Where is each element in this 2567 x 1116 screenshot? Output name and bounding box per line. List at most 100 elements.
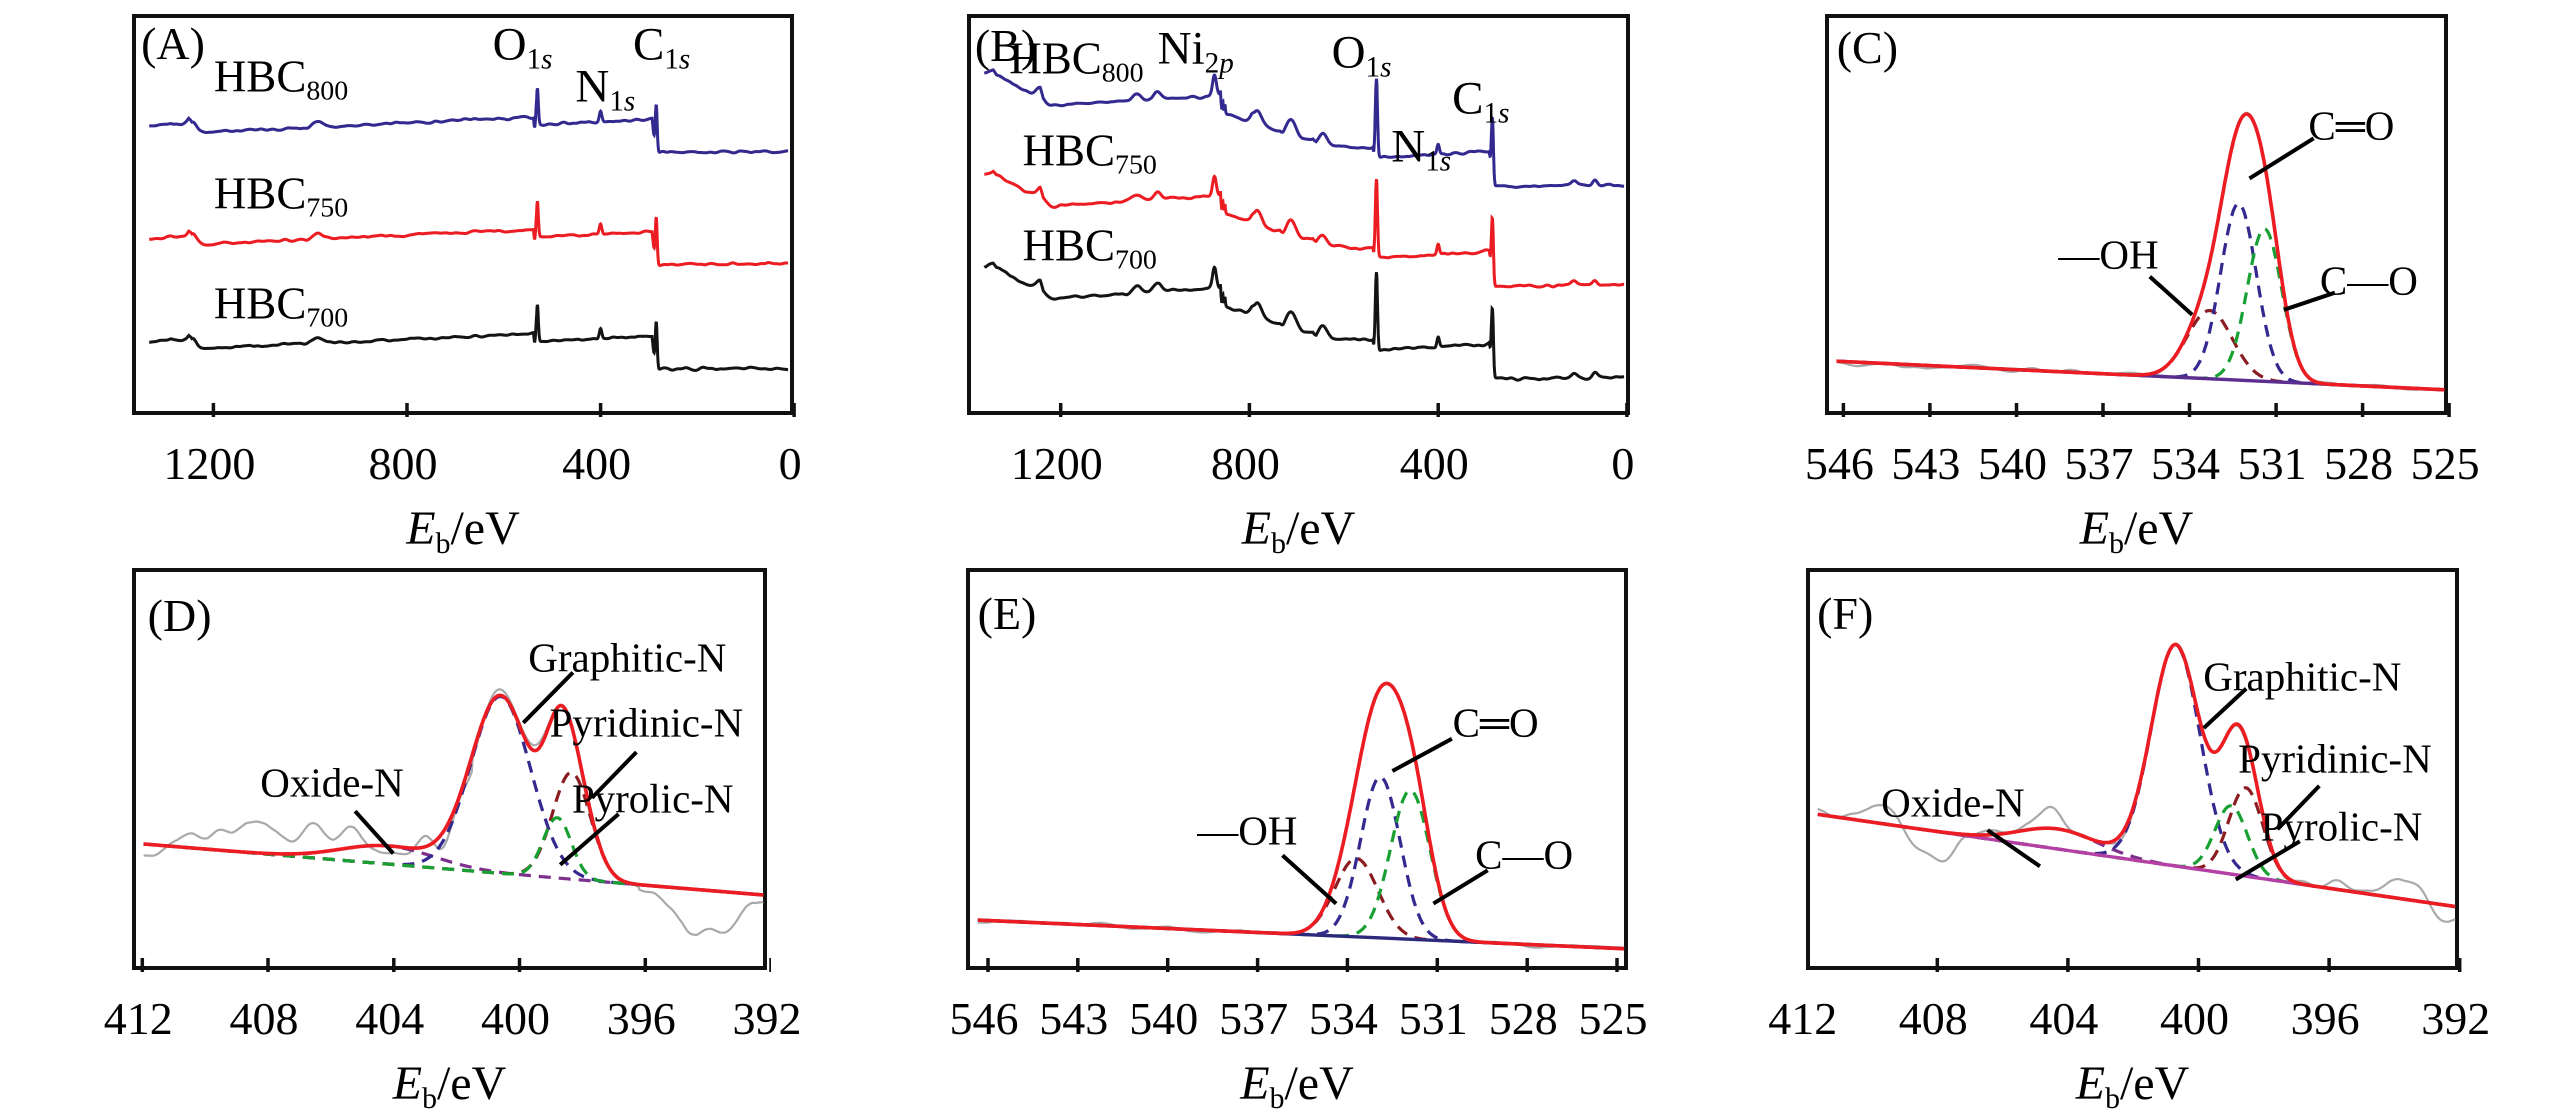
annotation-pointer-line	[558, 812, 620, 867]
envelope-curve	[143, 693, 764, 897]
series-label-hbc800: HBC800	[213, 51, 349, 107]
annotation-pointer-line	[2234, 839, 2301, 882]
series-label-hbc800: HBC800	[1009, 33, 1144, 89]
x-tick-label: 408	[229, 993, 299, 1044]
axis-symbol: E	[2075, 1057, 2106, 1110]
annotation-pointer-line	[521, 671, 575, 725]
x-tick-label: 525	[2410, 438, 2480, 489]
x-tick-label: 1200	[1010, 438, 1103, 489]
peak-label-n1s: N1s	[1391, 120, 1452, 178]
x-axis-title-e: Eb/eV	[966, 1056, 1628, 1116]
x-tick-label: 546	[1804, 438, 1874, 489]
x-tick-label: 0	[778, 438, 802, 489]
spectrum-plot-d	[140, 671, 771, 972]
x-tick-label: 400	[1399, 438, 1469, 489]
axis-unit: /eV	[2123, 502, 2194, 555]
x-tick-label: 543	[1891, 438, 1961, 489]
annotation-pointer-line	[1432, 868, 1489, 906]
annotation-pointer-line	[590, 750, 638, 800]
series-label-hbc700: HBC700	[1022, 219, 1157, 276]
x-tick-label: 392	[2421, 993, 2491, 1044]
x-tick-label: 400	[481, 993, 550, 1044]
annotation-pointer-line	[2283, 290, 2336, 312]
x-axis-title-d: Eb/eV	[132, 1056, 767, 1116]
panel-c: (C) 546 543 540 537 534 531 528 525 Eb/eV C═O —O…	[1805, 14, 2480, 561]
panel-label-e: (E)	[977, 588, 1037, 640]
plot-area-d	[132, 568, 771, 972]
panel-label-a: (A)	[141, 18, 205, 70]
panel-label-c: (C)	[1836, 22, 1899, 74]
spectrum-plot-a	[149, 87, 796, 417]
x-axis-title-a: Eb/eV	[132, 501, 794, 561]
x-tick-label: 408	[1898, 993, 1968, 1044]
envelope-curve	[1836, 112, 2445, 392]
spectrum-plot-f	[1817, 642, 2462, 972]
series-hbc700-trace	[983, 261, 1625, 382]
x-tick-label: 800	[1210, 438, 1280, 489]
x-tick-label: 396	[606, 993, 676, 1044]
panel-e: (E) 546 543 540 537 534 531 528 525 Eb/eV C═O —O…	[950, 568, 1648, 1116]
series-label-hbc700: HBC700	[213, 278, 349, 334]
axis-symbol: E	[1240, 1057, 1270, 1110]
x-tick-label: 392	[732, 993, 802, 1044]
fit--oh-curve	[1836, 309, 2445, 392]
series-hbc750-trace	[149, 200, 789, 267]
series-hbc800-trace	[149, 87, 789, 155]
x-axis-title-f: Eb/eV	[1806, 1056, 2459, 1116]
axis-symbol: E	[1241, 502, 1272, 555]
x-tick-label: 528	[2324, 438, 2394, 489]
annotation-graphitic-n: Graphitic-N	[528, 634, 727, 681]
annotation--oh: —OH	[1197, 807, 1298, 854]
x-tick-label: 404	[355, 993, 425, 1044]
peak-label-ni2p: Ni2p	[1157, 22, 1234, 80]
axis-subscript: b	[422, 1081, 437, 1115]
x-tick-label: 546	[949, 993, 1019, 1044]
x-tick-label: 531	[1398, 993, 1468, 1044]
plot-area-e	[966, 568, 1628, 972]
series-hbc800-trace	[983, 68, 1625, 189]
panel-label-d: (D)	[147, 590, 212, 642]
annotation-pointer-line	[2202, 687, 2248, 730]
annotation-c-o: C—O	[2319, 257, 2418, 304]
axis-subscript: b	[2109, 526, 2124, 560]
axis-unit: /eV	[2119, 1057, 2190, 1110]
annotation-pyridinic-n: Pyridinic-N	[549, 699, 744, 746]
panel-d: (D) 412 408 404 400 396 392 Eb/eV Oxide-N Grap…	[104, 568, 802, 1116]
x-tick-label: 537	[1219, 993, 1289, 1044]
envelope-curve	[1817, 642, 2456, 909]
series-hbc750-trace	[984, 169, 1625, 289]
x-axis-title-b: Eb/eV	[967, 501, 1630, 561]
plot-area-b	[967, 14, 1630, 417]
annotation-c-o: C═O	[2308, 102, 2395, 149]
x-tick-label: 525	[1578, 993, 1648, 1044]
x-tick-label: 1200	[163, 438, 256, 489]
x-tick-label: 412	[103, 993, 173, 1044]
annotation-pointer-line	[2148, 275, 2194, 317]
x-axis-ticks-a: 1200 800 400 0	[132, 437, 801, 501]
spectrum-plot-e	[977, 681, 1625, 972]
axis-subscript: b	[1271, 526, 1286, 560]
x-tick-label: 537	[2064, 438, 2134, 489]
x-tick-label: 400	[562, 438, 632, 489]
x-tick-label: 531	[2237, 438, 2307, 489]
annotation-pointer-line	[353, 809, 395, 855]
plot-area-a	[132, 14, 796, 417]
plot-area-f	[1806, 568, 2462, 972]
x-tick-label: 0	[1611, 438, 1635, 489]
annotation-c-o: C═O	[1452, 699, 1539, 746]
x-tick-label: 534	[2151, 438, 2220, 489]
peak-label-o1s: O1s	[1331, 26, 1392, 84]
series-hbc700-trace	[149, 304, 789, 373]
annotation--oh: —OH	[2058, 231, 2159, 278]
annotation-pointer-line	[1281, 853, 1338, 906]
x-axis-title-c: Eb/eV	[1825, 501, 2448, 561]
peak-label-c1s: C1s	[1452, 72, 1510, 130]
axis-unit: /eV	[436, 1057, 507, 1110]
axis-subscript: b	[2105, 1081, 2120, 1115]
annotation-oxide-n: Oxide-N	[260, 759, 404, 806]
panel-a: (A) 1200 800 400 0 Eb/eV HBC800 HBC750 HBC700…	[132, 14, 802, 561]
peak-label-n1s: N1s	[575, 60, 636, 118]
annotation-pyrolic-n: Pyrolic-N	[571, 775, 734, 822]
annotation-pointer-line	[2276, 784, 2321, 831]
x-tick-label: 400	[2160, 993, 2229, 1044]
